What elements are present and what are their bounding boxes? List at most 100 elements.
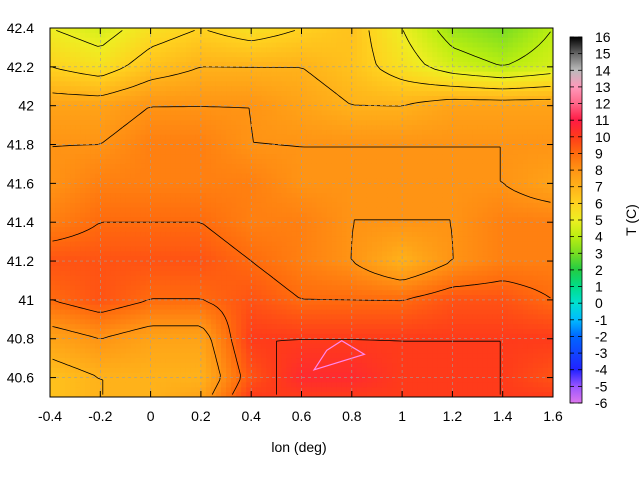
heat-cell: [467, 100, 474, 107]
heat-cell: [150, 261, 157, 267]
heat-cell: [402, 154, 408, 160]
heat-cell: [427, 52, 433, 58]
heat-cell: [366, 115, 373, 121]
heat-cell: [356, 91, 363, 97]
heat-cell: [115, 32, 122, 39]
heat-cell: [55, 110, 61, 116]
heat-cell: [185, 28, 192, 34]
heat-cell: [215, 47, 222, 53]
heat-cell: [155, 120, 162, 126]
heat-cell: [502, 32, 509, 39]
heat-cell: [75, 71, 81, 78]
heat-cell: [467, 159, 474, 165]
heat-cell: [432, 37, 438, 44]
heat-cell: [160, 32, 167, 39]
heat-cell: [286, 71, 293, 78]
heat-cell: [311, 66, 318, 73]
heat-cell: [215, 178, 222, 184]
heat-cell: [221, 246, 227, 252]
heat-cell: [110, 71, 116, 78]
heat-cell: [417, 42, 423, 49]
heat-cell: [371, 42, 378, 49]
heat-cell: [447, 76, 453, 83]
heat-cell: [205, 183, 212, 189]
heat-cell: [387, 256, 393, 262]
heat-cell: [130, 57, 137, 63]
heat-cell: [397, 52, 403, 58]
heat-cell: [316, 57, 323, 63]
heat-cell: [95, 91, 101, 97]
heat-cell: [477, 37, 484, 44]
heat-cell: [95, 66, 101, 73]
heat-cell: [397, 261, 403, 267]
heat-cell: [336, 231, 343, 238]
heat-cell: [85, 81, 91, 87]
heat-cell: [286, 227, 293, 233]
heat-cell: [140, 66, 147, 73]
heat-cell: [266, 66, 272, 73]
heat-cell: [155, 32, 162, 39]
heat-cell: [165, 110, 172, 116]
heat-cell: [140, 217, 147, 223]
heat-cell: [442, 95, 448, 102]
heat-cell: [457, 61, 464, 68]
heat-cell: [75, 86, 81, 92]
heat-cell: [251, 110, 257, 116]
heat-cell: [371, 125, 378, 131]
heat-cell: [236, 139, 242, 146]
heat-cell: [547, 256, 553, 262]
heat-cell: [190, 227, 197, 233]
heat-cell: [210, 139, 217, 146]
heat-cell: [502, 193, 509, 199]
heat-cell: [70, 91, 76, 97]
heat-cell: [115, 188, 122, 194]
heat-cell: [85, 178, 91, 184]
heat-cell: [452, 81, 459, 87]
heat-cell: [210, 76, 217, 83]
heat-cell: [492, 154, 499, 160]
heat-cell: [85, 251, 91, 257]
heat-cell: [200, 212, 207, 218]
heat-cell: [522, 71, 529, 78]
heat-cell: [65, 163, 71, 170]
heat-cell: [120, 222, 127, 228]
heat-cell: [512, 159, 519, 165]
heat-cell: [492, 81, 499, 87]
heat-cell: [281, 76, 288, 83]
heat-cell: [110, 256, 116, 262]
heat-cell: [70, 95, 76, 102]
heat-cell: [482, 154, 489, 160]
heat-cell: [296, 71, 303, 78]
heat-cell: [205, 125, 212, 131]
heat-cell: [145, 173, 152, 180]
heat-cell: [331, 125, 338, 131]
heat-cell: [195, 28, 202, 34]
heat-cell: [271, 202, 277, 209]
heat-cell: [190, 32, 197, 39]
heat-cell: [487, 105, 494, 112]
heat-cell: [537, 57, 544, 63]
heat-cell: [316, 265, 323, 272]
heat-cell: [130, 173, 137, 180]
heat-cell: [346, 168, 353, 175]
heat-cell: [110, 47, 116, 53]
heat-cell: [205, 134, 212, 141]
heat-cell: [281, 100, 288, 107]
heat-cell: [210, 256, 217, 262]
heat-cell: [402, 261, 408, 267]
heat-cell: [75, 144, 81, 150]
heat-cell: [417, 76, 423, 83]
heat-cell: [326, 95, 333, 102]
heat-cell: [90, 222, 96, 228]
heat-cell: [246, 91, 252, 97]
heat-cell: [482, 261, 489, 267]
heat-cell: [180, 173, 187, 180]
heat-cell: [200, 57, 207, 63]
heat-cell: [527, 129, 534, 136]
heat-cell: [200, 86, 207, 92]
heat-cell: [316, 163, 323, 170]
heat-cell: [105, 144, 111, 150]
heat-cell: [55, 227, 61, 233]
heat-cell: [215, 173, 222, 180]
heat-cell: [271, 61, 277, 68]
